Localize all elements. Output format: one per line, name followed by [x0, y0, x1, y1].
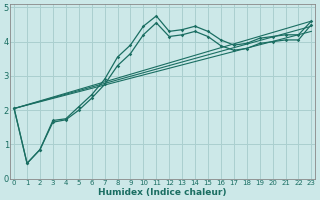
X-axis label: Humidex (Indice chaleur): Humidex (Indice chaleur): [99, 188, 227, 197]
